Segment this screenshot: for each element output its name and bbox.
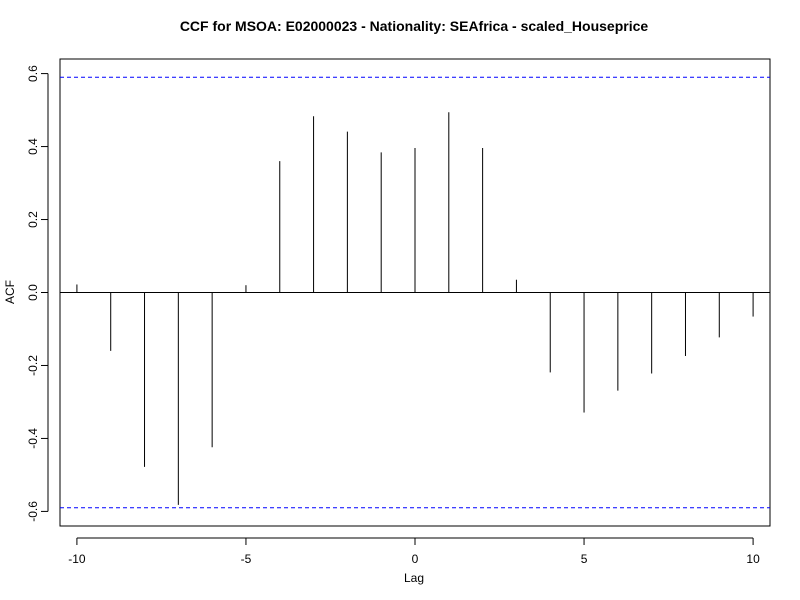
y-tick-label: -0.6 [26, 501, 40, 522]
x-axis: -10 -5 0 5 10 [68, 537, 760, 566]
y-axis-label: ACF [3, 280, 17, 304]
chart-title: CCF for MSOA: E02000023 - Nationality: S… [180, 18, 649, 34]
y-tick-label: 0.6 [26, 65, 40, 82]
x-tick-label: 5 [581, 552, 588, 566]
y-axis: -0.6 -0.4 -0.2 0.0 0.2 0.4 0.6 [26, 65, 49, 522]
y-tick-label: 0.4 [26, 138, 40, 155]
y-tick-label: 0.2 [26, 211, 40, 228]
x-tick-label: -5 [241, 552, 252, 566]
y-tick-label: -0.2 [26, 355, 40, 376]
y-tick-label: 0.0 [26, 284, 40, 301]
x-axis-label: Lag [404, 571, 424, 585]
ccf-bars [76, 112, 754, 505]
y-tick-label: -0.4 [26, 428, 40, 449]
x-tick-label: 10 [746, 552, 760, 566]
confidence-lines [60, 76, 770, 509]
x-tick-label: 0 [412, 552, 419, 566]
x-tick-label: -10 [68, 552, 86, 566]
